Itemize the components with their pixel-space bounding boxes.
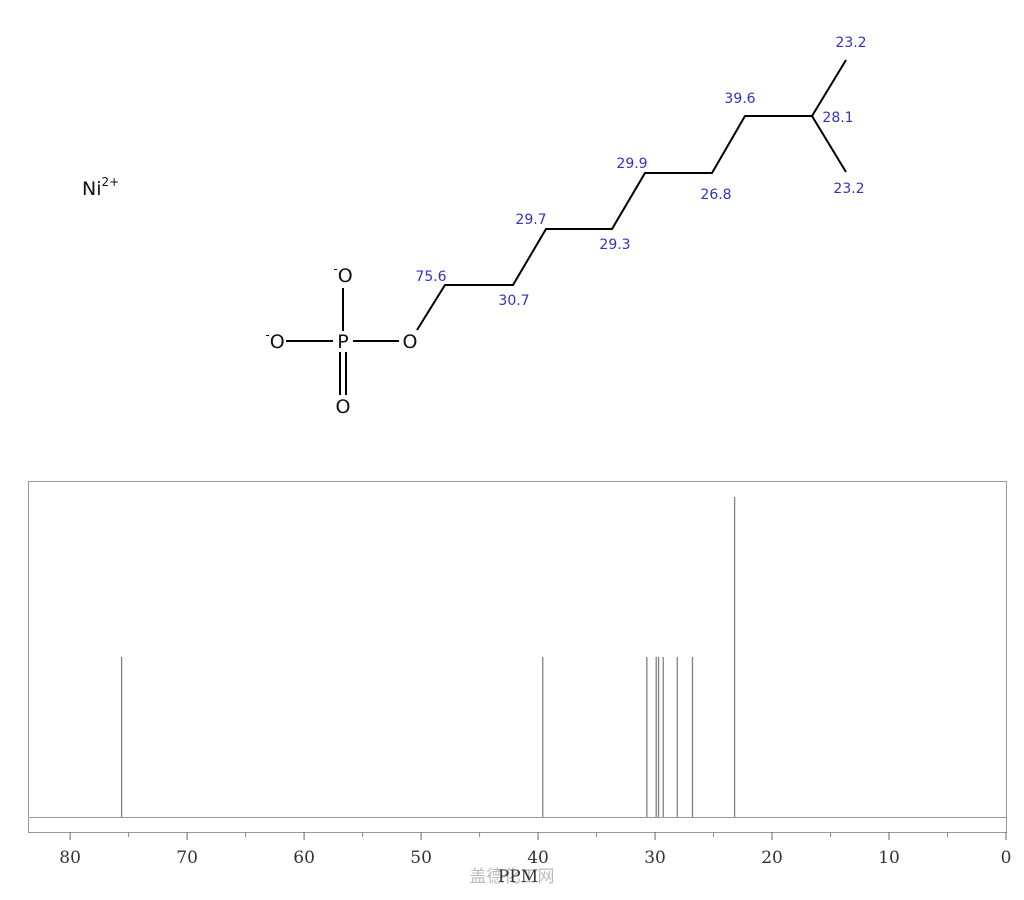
shift-label: 75.6 [415,269,446,285]
shift-labels: 75.6 30.7 29.7 29.3 29.9 26.8 39.6 28.1 23.2 23.2 [415,35,866,309]
shift-label: 23.2 [835,35,866,51]
plot-frame [28,481,1007,833]
molecule: Ni2+ -O P-OOO 75.630.729.729.329.926.839.… [82,35,867,418]
x-tick-label: 20 [761,848,783,868]
ion: Ni2+ [82,175,119,200]
shift-label: 23.2 [833,181,864,197]
atom-charge: - [333,262,337,276]
x-tick-label: 60 [293,848,315,868]
atoms: -O P-OOO [265,262,417,418]
ion-symbol: Ni [82,178,102,200]
atom: -O [333,262,352,287]
shift-label: 28.1 [822,110,853,126]
shift-label: 39.6 [724,91,755,107]
x-tick-label: 30 [644,848,666,868]
shift-label: 26.8 [700,187,731,203]
bond [811,115,847,173]
chain [416,59,847,331]
x-tick-label: 0 [1001,848,1012,868]
atom-symbol: O [336,396,351,418]
atom-symbol: P [337,331,348,353]
atom: -O [265,328,284,353]
x-tick-label: 70 [176,848,198,868]
shift-label: 30.7 [498,293,529,309]
x-tick-label: 10 [878,848,900,868]
ion-charge: 2+ [102,175,120,189]
atom-symbol: O [270,331,285,353]
watermark: 盖德化工网 [470,867,555,887]
atom: O [336,396,351,418]
shift-label: 29.7 [515,212,546,228]
x-tick-label: 80 [59,848,81,868]
x-axis-label: PPM [498,867,538,887]
atom-symbol: O [338,265,353,287]
atom-symbol: O [403,331,418,353]
x-tick-label: 40 [527,848,549,868]
shift-label: 29.3 [599,237,630,253]
atom-charge: - [265,328,269,342]
atom: O [403,331,418,353]
atom: P [337,331,348,353]
x-tick-label: 50 [410,848,432,868]
shift-label: 29.9 [616,156,647,172]
